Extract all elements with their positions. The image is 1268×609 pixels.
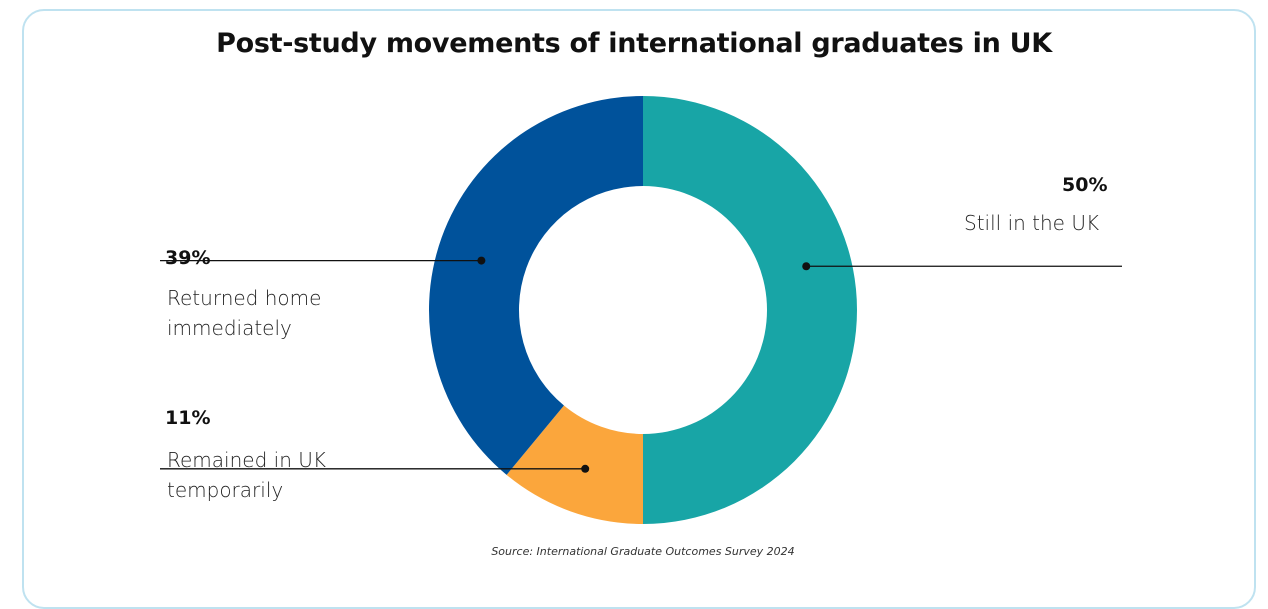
leader-dot-returned-home (477, 256, 486, 265)
data-label-line: temporarily (167, 478, 284, 502)
donut-slice-returned-home (429, 96, 643, 475)
chart-title: Post-study movements of international gr… (216, 28, 1052, 59)
donut-slice-still-uk (643, 96, 857, 524)
data-label-value-remained-temp: 11% (165, 407, 211, 429)
data-label-line: immediately (167, 316, 292, 340)
chart-source: Source: International Graduate Outcomes … (491, 545, 795, 558)
data-label-line: Remained in UK (167, 448, 326, 472)
data-label-text-remained-temp: Remained in UK temporarily (167, 445, 326, 505)
leader-dot-remained-temp (581, 464, 590, 473)
data-label-line: Still in the UK (964, 211, 1100, 235)
data-label-value-still-uk: 50% (1062, 174, 1108, 196)
data-label-line: Returned home (167, 286, 322, 310)
donut-chart (160, 96, 1122, 524)
data-label-text-returned-home: Returned home immediately (167, 283, 321, 343)
donut-slice-remained-temp (506, 405, 643, 524)
leader-dot-still-uk (802, 262, 811, 271)
data-label-text-still-uk: Still in the UK (964, 208, 1099, 238)
data-label-value-returned-home: 39% (165, 247, 211, 269)
